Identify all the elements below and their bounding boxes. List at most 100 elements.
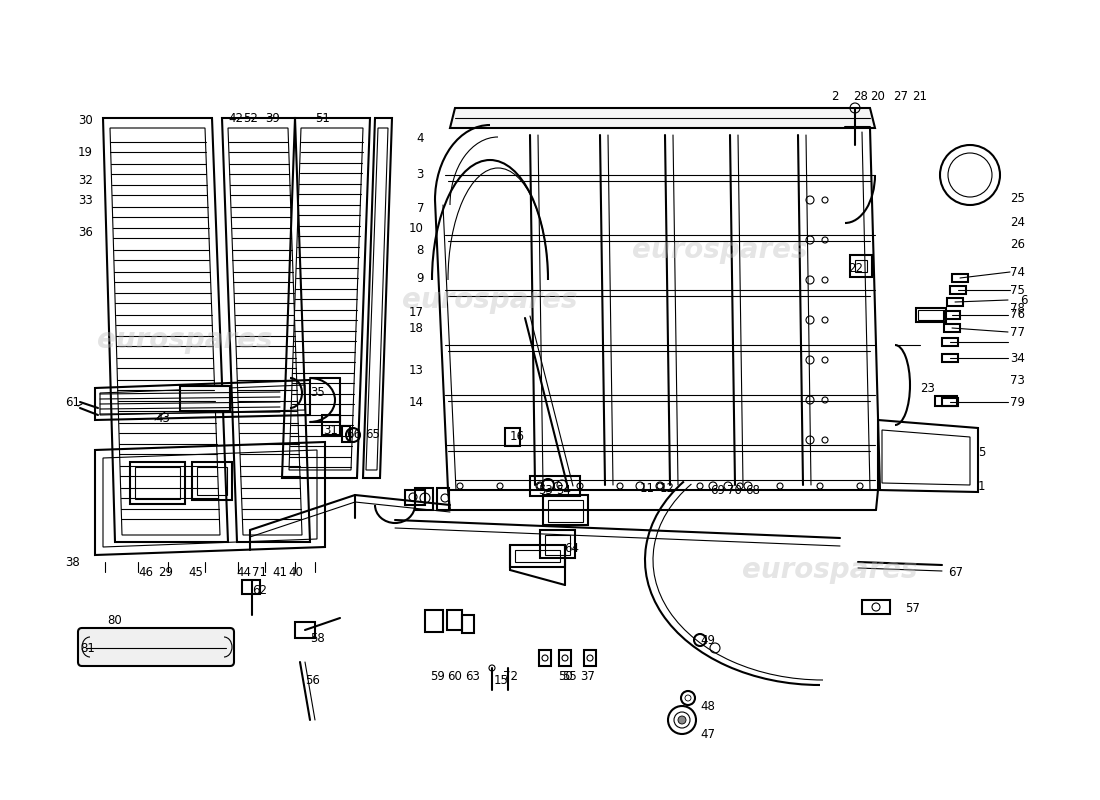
Text: 17: 17: [409, 306, 424, 318]
Bar: [944, 324, 960, 332]
Text: 7: 7: [417, 202, 424, 214]
Bar: [405, 490, 425, 505]
Bar: [425, 610, 443, 632]
Text: 37: 37: [580, 670, 595, 682]
Text: 41: 41: [272, 566, 287, 578]
Text: 72: 72: [503, 670, 518, 682]
Text: 18: 18: [409, 322, 424, 334]
Text: 45: 45: [188, 566, 202, 578]
Text: 35: 35: [310, 386, 324, 398]
Bar: [539, 650, 551, 666]
Text: 68: 68: [745, 483, 760, 497]
Text: 2: 2: [830, 90, 838, 103]
Text: 12: 12: [660, 482, 675, 494]
Text: 69: 69: [710, 483, 725, 497]
Text: eurospares: eurospares: [403, 286, 578, 314]
Text: 49: 49: [700, 634, 715, 646]
Text: 79: 79: [1010, 395, 1025, 409]
Bar: [543, 495, 588, 525]
Bar: [540, 530, 575, 558]
Text: eurospares: eurospares: [97, 326, 273, 354]
Bar: [916, 308, 946, 322]
Text: 16: 16: [510, 430, 525, 442]
Text: 81: 81: [80, 642, 95, 654]
Bar: [952, 274, 968, 282]
Text: 11: 11: [640, 482, 654, 494]
Text: eurospares: eurospares: [742, 556, 917, 584]
Text: 70: 70: [727, 483, 741, 497]
Text: 26: 26: [1010, 238, 1025, 250]
Text: 21: 21: [912, 90, 927, 103]
Text: 13: 13: [409, 363, 424, 377]
Bar: [862, 600, 890, 614]
Bar: [192, 462, 232, 500]
Bar: [130, 462, 185, 504]
Text: 36: 36: [78, 226, 94, 238]
Text: 8: 8: [417, 243, 424, 257]
Text: 50: 50: [558, 670, 573, 682]
Text: 52: 52: [243, 111, 257, 125]
Bar: [180, 386, 230, 411]
Bar: [584, 650, 596, 666]
Text: eurospares: eurospares: [632, 236, 807, 264]
Text: 34: 34: [1010, 351, 1025, 365]
Bar: [530, 476, 580, 496]
Text: 66: 66: [346, 429, 361, 442]
Text: 75: 75: [1010, 283, 1025, 297]
Text: 14: 14: [409, 395, 424, 409]
Bar: [447, 610, 462, 630]
Text: 9: 9: [417, 271, 424, 285]
Bar: [510, 545, 565, 567]
Text: 38: 38: [65, 555, 80, 569]
Text: 54: 54: [556, 483, 571, 497]
Text: 39: 39: [265, 111, 279, 125]
Text: 22: 22: [848, 262, 864, 274]
Bar: [462, 615, 474, 633]
Text: 62: 62: [252, 583, 267, 597]
Text: 4: 4: [417, 131, 424, 145]
Bar: [559, 650, 571, 666]
Bar: [942, 354, 958, 362]
Text: 1: 1: [978, 481, 986, 494]
Text: 56: 56: [305, 674, 320, 686]
Text: 71: 71: [252, 566, 267, 578]
Bar: [942, 398, 958, 406]
Text: 47: 47: [700, 727, 715, 741]
Text: 6: 6: [1020, 294, 1027, 306]
Text: 67: 67: [948, 566, 962, 578]
Bar: [415, 488, 433, 510]
Text: 42: 42: [228, 111, 243, 125]
Bar: [505, 428, 520, 446]
Text: 76: 76: [1010, 309, 1025, 322]
Bar: [295, 622, 315, 638]
Bar: [942, 338, 958, 346]
Text: 30: 30: [78, 114, 94, 126]
Text: 59: 59: [430, 670, 444, 682]
Text: 33: 33: [78, 194, 94, 206]
Text: 60: 60: [447, 670, 462, 682]
Bar: [950, 286, 966, 294]
Text: 5: 5: [978, 446, 986, 458]
Text: 46: 46: [138, 566, 153, 578]
Text: 51: 51: [315, 111, 330, 125]
Text: 25: 25: [1010, 191, 1025, 205]
Text: 61: 61: [65, 395, 80, 409]
Bar: [850, 255, 872, 277]
Text: 65: 65: [365, 429, 380, 442]
Bar: [548, 500, 583, 522]
Text: 43: 43: [155, 411, 169, 425]
Bar: [544, 535, 570, 555]
Bar: [855, 260, 867, 272]
Text: 57: 57: [905, 602, 920, 614]
Text: 40: 40: [288, 566, 302, 578]
Text: 20: 20: [870, 90, 884, 103]
Bar: [944, 311, 960, 319]
Bar: [437, 488, 449, 510]
Text: 80: 80: [107, 614, 122, 626]
Text: 44: 44: [236, 566, 251, 578]
Text: 15: 15: [494, 674, 509, 686]
Bar: [947, 298, 962, 306]
Text: 64: 64: [564, 542, 579, 554]
Text: 74: 74: [1010, 266, 1025, 278]
Text: 73: 73: [1010, 374, 1025, 386]
